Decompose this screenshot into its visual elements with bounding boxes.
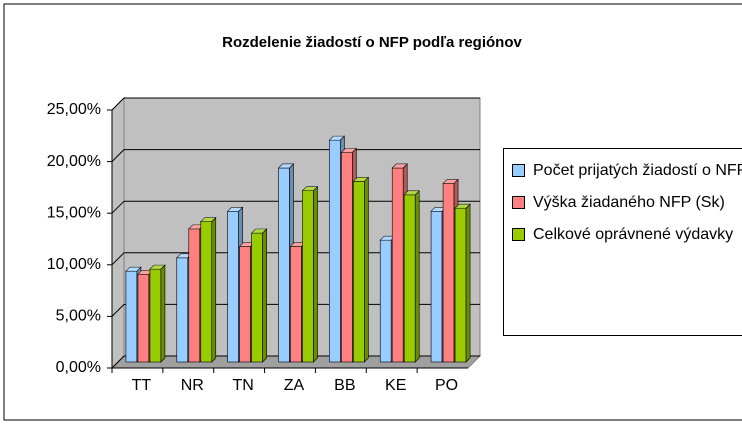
bar-top-shade (239, 242, 255, 247)
bar-side (211, 216, 217, 363)
legend-label: Celkové oprávnené výdavky (533, 226, 734, 243)
bar-side-shade (364, 177, 369, 362)
bar-front (442, 183, 455, 363)
x-tick-label: PO (435, 377, 458, 394)
bar (403, 190, 420, 363)
bar (200, 216, 217, 363)
y-tick-label: 0,00% (56, 359, 101, 376)
bar-side-shade (313, 186, 318, 362)
legend-item: Počet prijatých žiadostí o NFP (512, 159, 742, 182)
bar-side-shade (262, 229, 267, 362)
grid-line-side (111, 149, 125, 162)
grid-line-side (111, 97, 125, 111)
bar-top-shade (149, 265, 165, 270)
bar (352, 176, 370, 363)
bar-top-shade (188, 224, 204, 229)
bar-top-shade (329, 136, 345, 141)
bar-side (262, 228, 267, 363)
bar-top-shade (431, 207, 447, 212)
x-tick-label: NR (181, 377, 204, 394)
bar-front (302, 190, 314, 363)
bar-top-shade (455, 204, 471, 209)
y-tick-label: 20,00% (47, 153, 101, 170)
bar-front (430, 211, 443, 363)
legend-swatch (512, 196, 525, 209)
bar-front (188, 228, 201, 363)
bar-top-shade (278, 163, 294, 168)
bar-side-shade (466, 204, 471, 362)
bar-front (379, 239, 392, 363)
y-tick-label: 15,00% (47, 204, 101, 221)
grid-line-side (111, 355, 125, 369)
y-tick-label: 25,00% (47, 101, 101, 118)
bar-front (403, 194, 416, 363)
chart-title: Rozdelenie žiadostí o NFP podľa regiónov (222, 34, 522, 51)
bar-side-shade (160, 265, 165, 362)
bar-side (465, 203, 471, 363)
x-tick-label: TN (232, 377, 253, 394)
bar-top-shade (227, 207, 243, 212)
bar (149, 264, 166, 363)
grid-line-side (111, 200, 125, 214)
bar-top-shade (137, 270, 153, 275)
bar-front (227, 211, 239, 363)
bar-front (278, 167, 290, 363)
bar-front (290, 246, 302, 363)
bar-front (176, 257, 189, 363)
bar-top-shade (176, 253, 192, 258)
bar-front (125, 270, 138, 363)
bar-side-shade (211, 217, 216, 362)
legend-item: Výška žiadaného NFP (Sk) (512, 191, 742, 214)
legend-swatch (512, 228, 525, 241)
grid-line-side (111, 252, 125, 266)
grid-line-side (111, 304, 125, 317)
bar-front (454, 207, 467, 363)
bar-front (251, 232, 263, 363)
bar-side (364, 176, 369, 363)
bar-front (239, 246, 251, 363)
legend-swatch (512, 164, 525, 177)
bar-front (137, 273, 150, 363)
bar-front (391, 167, 404, 363)
y-tick-label: 5,00% (56, 308, 101, 325)
legend-label: Počet prijatých žiadostí o NFP (533, 162, 742, 179)
bar-top-shade (341, 148, 357, 153)
bar-top-shade (251, 229, 267, 233)
bar (301, 185, 319, 363)
bar-side (414, 190, 420, 363)
bar-top-shade (443, 179, 459, 184)
bar-front (200, 221, 213, 363)
legend: Počet prijatých žiadostí o NFP Výška žiad… (503, 148, 742, 336)
x-tick-label: ZA (284, 377, 305, 394)
bar-top-shade (302, 186, 318, 191)
bar-front (149, 268, 162, 363)
bar-front (329, 139, 341, 363)
bar (454, 203, 471, 363)
bar-side (313, 185, 318, 363)
y-tick-label: 10,00% (47, 256, 101, 273)
bar (250, 228, 268, 363)
bar-top-shade (404, 190, 420, 195)
x-tick-label: TT (132, 377, 152, 394)
bar-top-shade (290, 242, 306, 247)
bar-top-shade (353, 177, 369, 182)
bar-side (160, 264, 166, 363)
bar-front (341, 152, 353, 363)
bar-top-shade (380, 236, 396, 241)
side-wall (111, 96, 125, 370)
legend-item: Celkové oprávnené výdavky (512, 223, 742, 246)
x-tick-label: BB (334, 377, 355, 394)
bar-side-shade (415, 190, 420, 362)
bar-top-shade (200, 217, 216, 222)
legend-label: Výška žiadaného NFP (Sk) (533, 194, 725, 211)
bar-top-shade (392, 163, 408, 168)
bar-front (353, 181, 365, 363)
x-tick-label: KE (385, 377, 406, 394)
bar-top-shade (125, 267, 141, 272)
